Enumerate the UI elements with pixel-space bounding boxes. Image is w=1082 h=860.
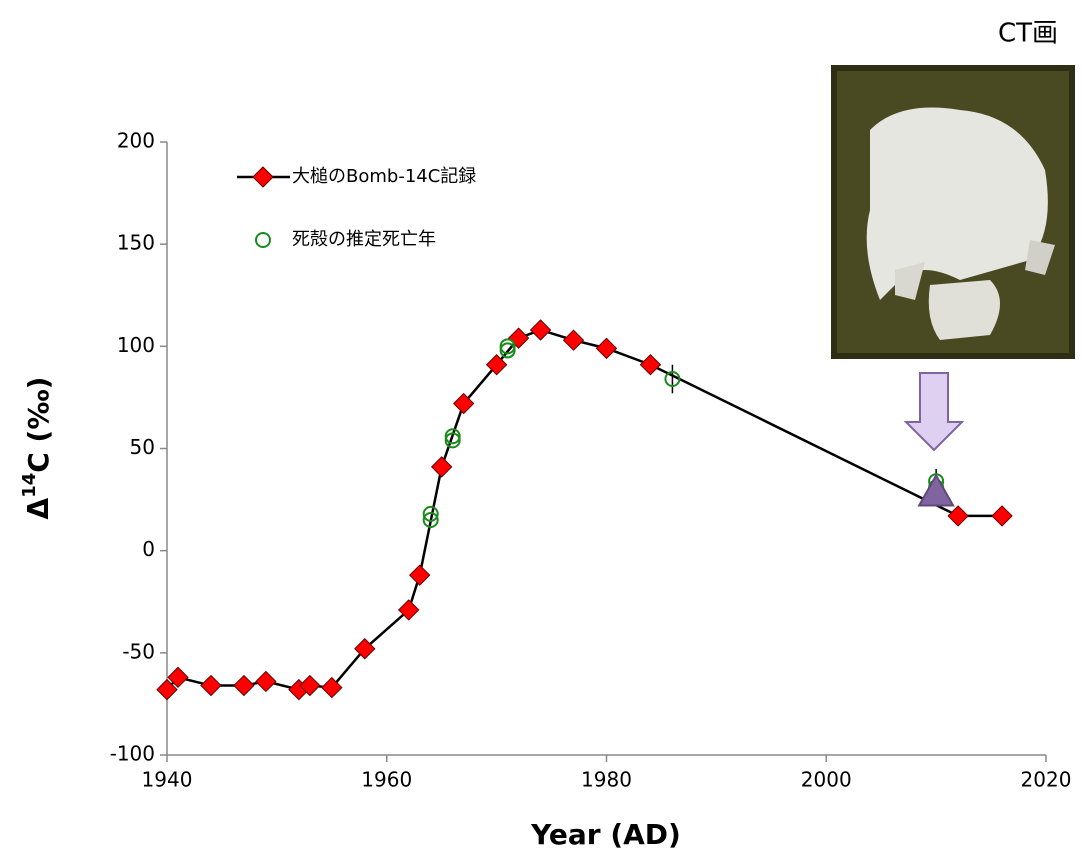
series-line — [166, 328, 1003, 691]
diamond-marker — [200, 674, 222, 697]
diamond-marker — [562, 329, 585, 351]
y-axis-title: Δ14C (‰) — [19, 377, 55, 520]
diamond-marker — [233, 674, 255, 697]
diamond-marker — [430, 456, 453, 478]
diamond-marker — [409, 564, 431, 586]
circle-marker — [499, 338, 516, 355]
diamond-marker — [299, 674, 321, 697]
legend-marker — [255, 232, 271, 248]
y-tick-label: 0 — [142, 537, 155, 561]
diamond-marker — [639, 354, 662, 376]
y-tick-label: 200 — [117, 129, 155, 153]
circle-marker — [499, 342, 516, 359]
diamond-marker — [529, 319, 552, 341]
circle-marker — [444, 428, 461, 445]
x-tick-label: 1980 — [581, 768, 632, 792]
y-tick-label: 50 — [130, 435, 155, 459]
diamond-marker — [321, 676, 343, 699]
circle-marker — [422, 512, 439, 529]
legend-label: 大槌のBomb-14C記録 — [292, 166, 476, 187]
triangle-marker — [917, 473, 955, 507]
diamond-marker — [452, 392, 475, 415]
down-arrow — [903, 372, 965, 452]
circle-marker — [664, 371, 681, 388]
diamond-marker — [167, 666, 189, 689]
diamond-marker — [485, 354, 508, 376]
diamond-marker — [947, 505, 969, 527]
diamond-marker — [255, 670, 277, 693]
diamond-marker — [156, 678, 178, 701]
x-tick-label: 1940 — [142, 768, 193, 792]
diamond-marker — [354, 638, 376, 660]
y-title-base: Δ — [22, 497, 55, 519]
corner-text: CT画 — [998, 19, 1058, 49]
diamond-marker — [595, 337, 618, 360]
ct-image — [831, 65, 1075, 359]
x-tick-label: 1960 — [361, 768, 412, 792]
legend-marker — [252, 166, 274, 188]
y-tick-label: -100 — [110, 742, 155, 766]
y-tick-label: 100 — [117, 333, 155, 357]
circle-marker — [444, 432, 461, 449]
legend-label: 死殻の推定死亡年 — [292, 229, 436, 250]
diamond-marker — [398, 599, 420, 621]
x-axis-title: Year (AD) — [530, 818, 681, 851]
x-tick-label: 2000 — [801, 768, 852, 792]
circle-marker — [422, 505, 439, 522]
diamond-marker — [991, 505, 1013, 527]
y-title-rest: C (‰) — [22, 377, 55, 473]
x-tick-label: 2020 — [1021, 768, 1072, 792]
y-title-sup: 14 — [19, 473, 40, 498]
y-tick-label: 150 — [117, 231, 155, 255]
diamond-marker — [507, 327, 530, 349]
y-tick-label: -50 — [122, 639, 155, 663]
